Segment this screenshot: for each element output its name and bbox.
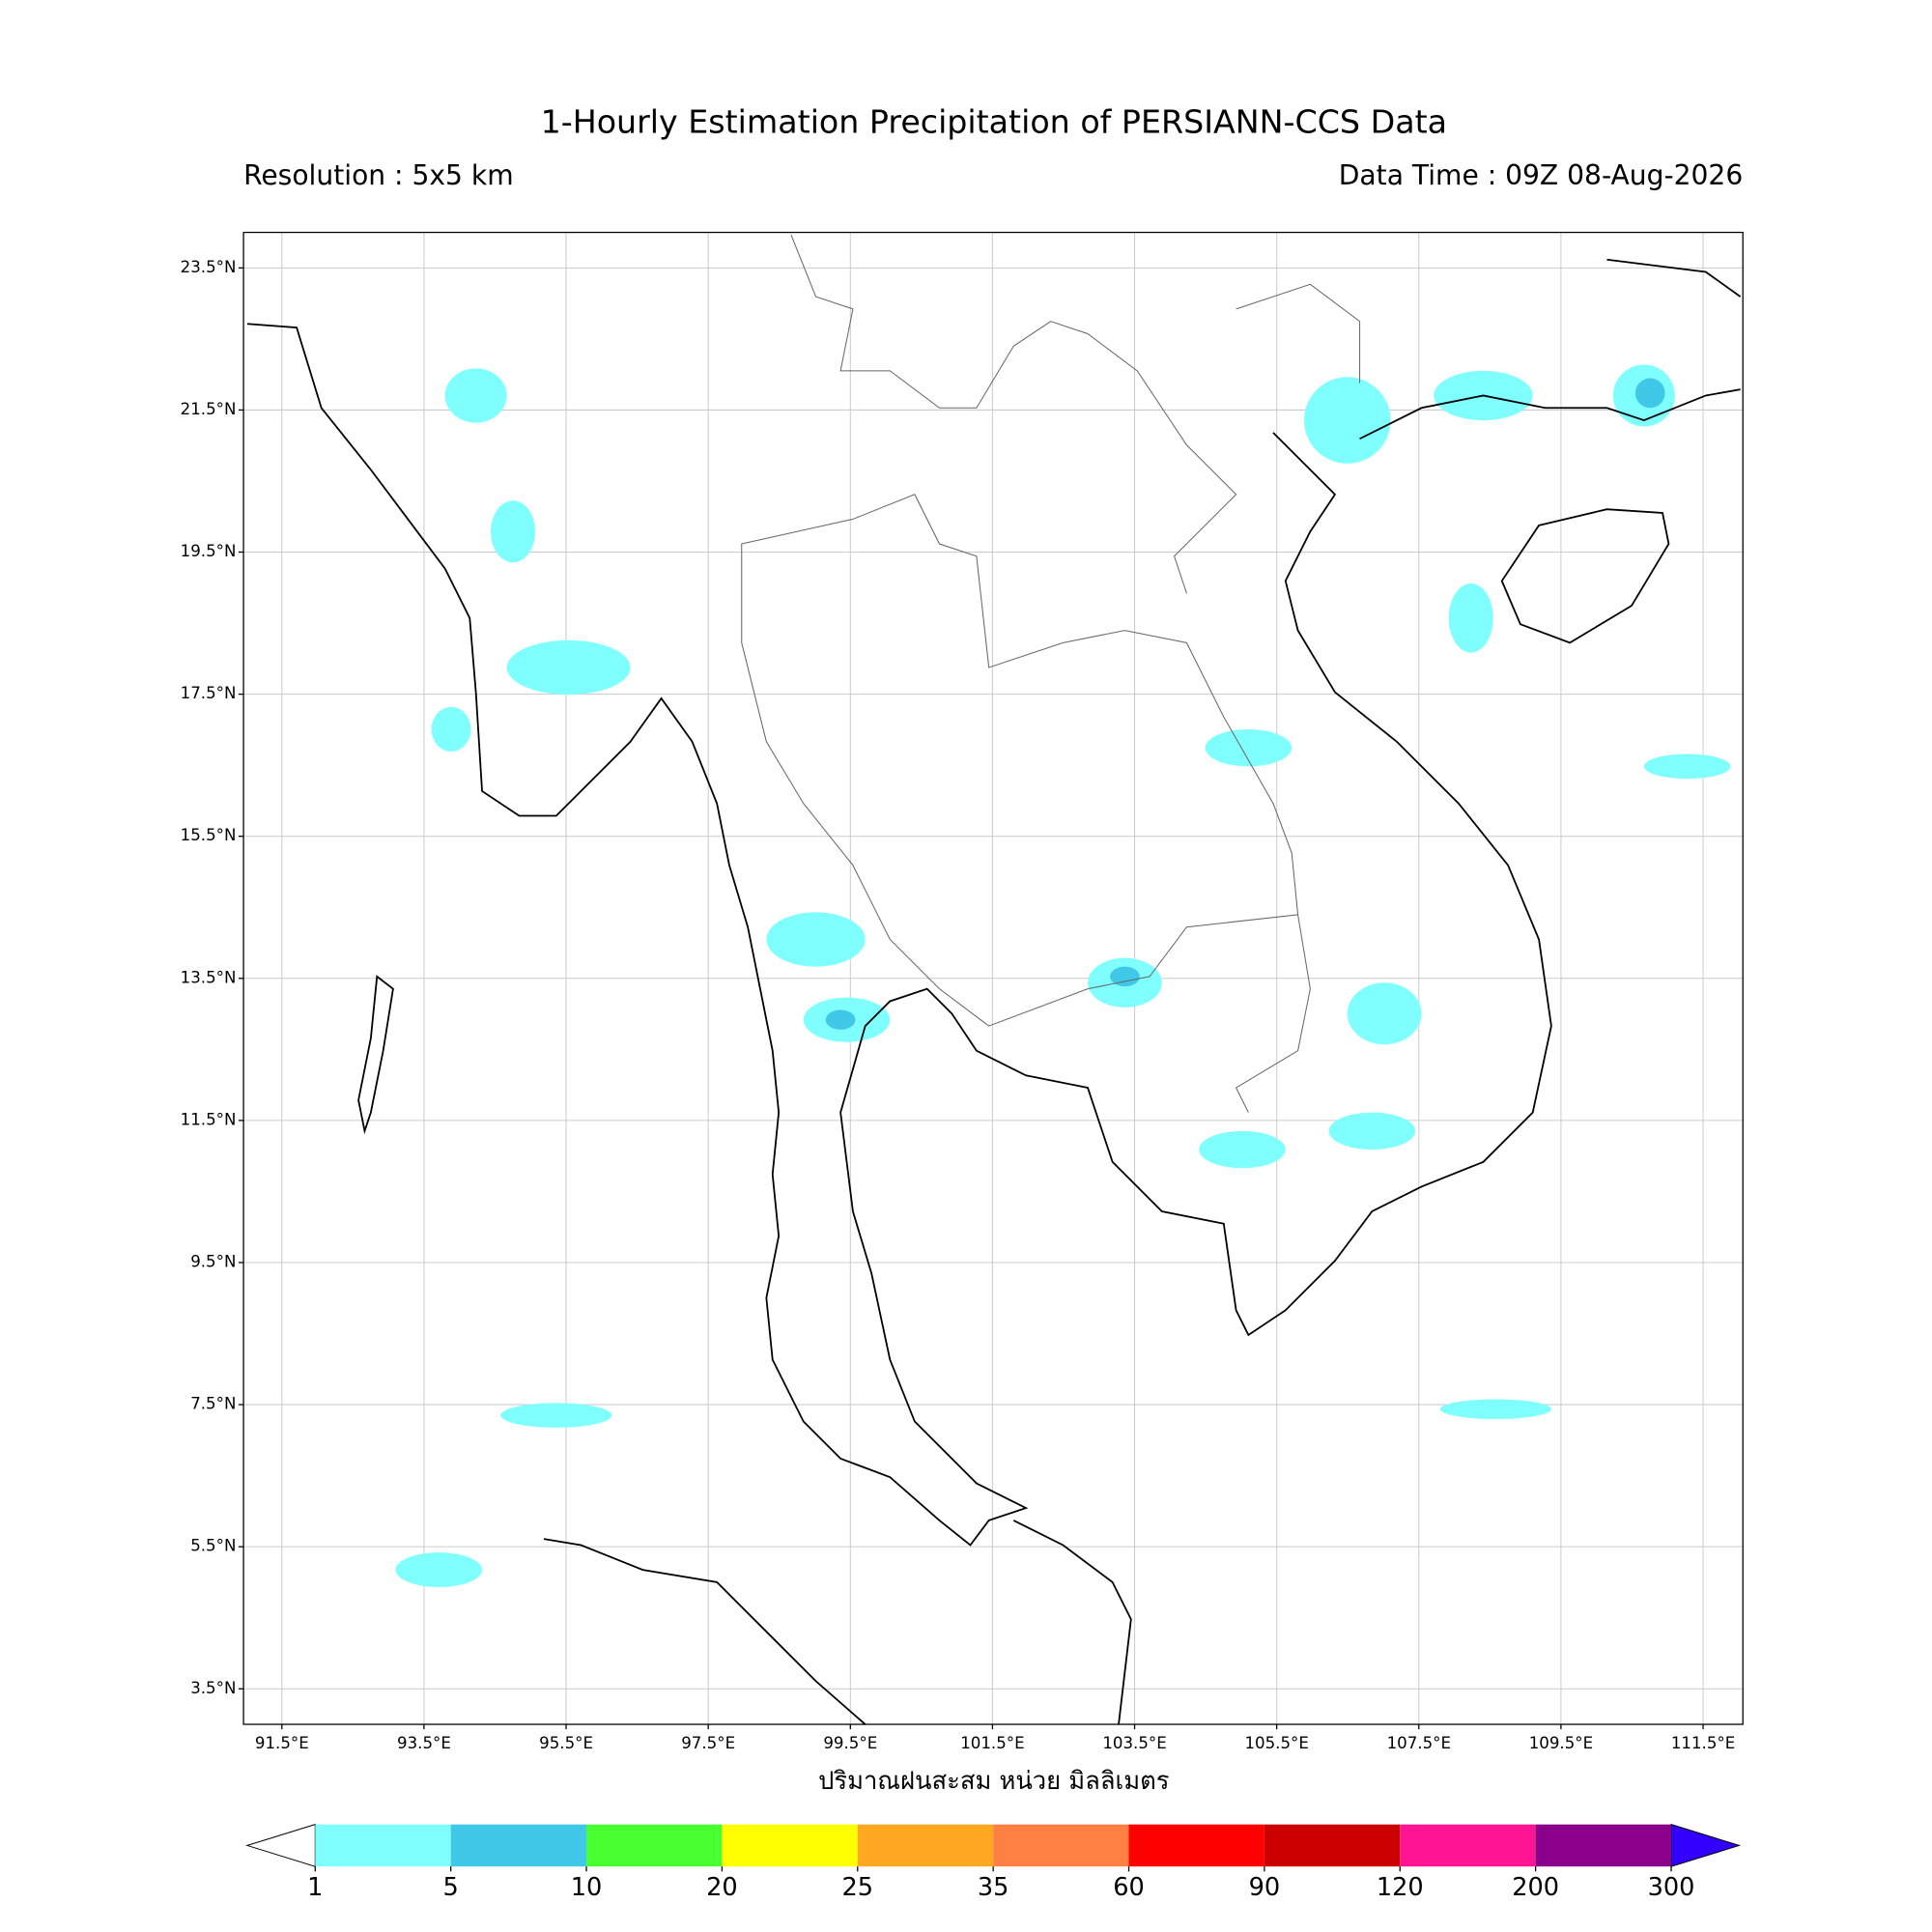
coastline	[357, 975, 394, 1135]
x-tick-label: 105.5°E	[1244, 1734, 1308, 1752]
rain-area	[1448, 582, 1493, 653]
resolution: Resolution : 5x5 km	[243, 159, 514, 191]
grid	[243, 232, 1744, 1725]
colorbar-label: 120	[1377, 1873, 1424, 1902]
colorbar-label: 20	[706, 1873, 738, 1902]
rain-area	[395, 1552, 483, 1587]
coastlines	[246, 258, 1742, 1725]
data-time: Data Time : 09Z 08-Aug-2026	[1339, 159, 1743, 191]
x-tick-label: 99.5°E	[823, 1734, 877, 1752]
x-tick-label: 111.5°E	[1671, 1734, 1735, 1752]
colorbar-segment	[315, 1824, 451, 1867]
coastline	[1606, 258, 1742, 298]
colorbar-label: 90	[1249, 1873, 1281, 1902]
x-tick-label: 107.5°E	[1387, 1734, 1451, 1752]
colorbar-segment	[857, 1824, 994, 1867]
x-axis-label: ปริมาณฝนสะสม หน่วย มิลลิเมตร	[818, 1767, 1169, 1796]
y-tick-label: 13.5°N	[181, 968, 237, 986]
border	[1235, 914, 1311, 1113]
colorbar-segment	[1400, 1824, 1536, 1867]
colorbar-segment	[993, 1824, 1129, 1867]
y-tick-label: 9.5°N	[190, 1252, 236, 1270]
rain-area	[1303, 377, 1391, 464]
colorbar-segment	[722, 1824, 858, 1867]
x-tick-label: 91.5°E	[255, 1734, 309, 1752]
rain-area	[1439, 1399, 1551, 1419]
rain-area	[1205, 728, 1293, 767]
coastline	[1012, 1520, 1132, 1725]
colorbar-label: 10	[571, 1873, 603, 1902]
x-tick-label: 109.5°E	[1529, 1734, 1593, 1752]
y-tick-label: 17.5°N	[181, 684, 237, 702]
border	[1236, 283, 1361, 384]
title: 1-Hourly Estimation Precipitation of PER…	[541, 102, 1447, 140]
y-tick-label: 11.5°N	[181, 1110, 237, 1128]
coastline	[246, 323, 1552, 1547]
rain-area	[490, 500, 536, 563]
x-tick-label: 103.5°E	[1102, 1734, 1166, 1752]
colorbar-label: 60	[1113, 1873, 1145, 1902]
rain-area	[506, 639, 631, 696]
colorbar-segment	[1264, 1824, 1401, 1867]
y-tick-label: 7.5°N	[190, 1395, 236, 1413]
colorbar-label: 5	[443, 1873, 459, 1902]
rain-area	[766, 912, 866, 967]
colorbar-segment	[1128, 1824, 1264, 1867]
rain-area	[1643, 753, 1731, 780]
coastline	[543, 1538, 867, 1725]
colorbar-over	[1670, 1823, 1742, 1867]
coastline	[1359, 388, 1741, 440]
colorbar: 1 5 10 20 25 35 60 90 120 200 300	[245, 1823, 1742, 1902]
colorbar-label: 35	[978, 1873, 1009, 1902]
colorbar-segment	[450, 1824, 587, 1867]
borders	[741, 234, 1361, 1113]
coastline	[1500, 508, 1670, 644]
rain-area	[1199, 1130, 1286, 1169]
rain-area	[500, 1403, 612, 1428]
rain-area	[1110, 966, 1140, 987]
y-tick-label: 19.5°N	[181, 542, 237, 560]
y-tick-label: 23.5°N	[181, 258, 237, 276]
colorbar-segment	[1535, 1824, 1672, 1867]
colorbar-segment	[586, 1824, 723, 1867]
colorbar-label: 25	[841, 1873, 873, 1902]
border	[741, 494, 1299, 1027]
x-tick-label: 101.5°E	[960, 1734, 1024, 1752]
rain-area	[1328, 1112, 1416, 1151]
x-tick-label: 95.5°E	[539, 1734, 593, 1752]
colorbar-label: 300	[1648, 1873, 1695, 1902]
x-tick-label: 93.5°E	[397, 1734, 451, 1752]
colorbar-label: 1	[307, 1873, 323, 1902]
rain-area	[825, 1009, 856, 1030]
colorbar-label: 200	[1512, 1873, 1559, 1902]
colorbar-under	[245, 1823, 316, 1867]
y-tick-label: 5.5°N	[190, 1537, 236, 1555]
rain-area	[1634, 378, 1665, 409]
rain-area	[1347, 982, 1422, 1045]
border	[790, 234, 1237, 594]
y-tick-label: 21.5°N	[181, 400, 237, 418]
rain-area	[431, 706, 471, 752]
y-tick-label: 15.5°N	[181, 826, 237, 844]
y-tick-label: 3.5°N	[190, 1679, 236, 1697]
rain-area	[444, 368, 507, 423]
x-tick-label: 97.5°E	[681, 1734, 735, 1752]
precipitation	[395, 364, 1731, 1587]
